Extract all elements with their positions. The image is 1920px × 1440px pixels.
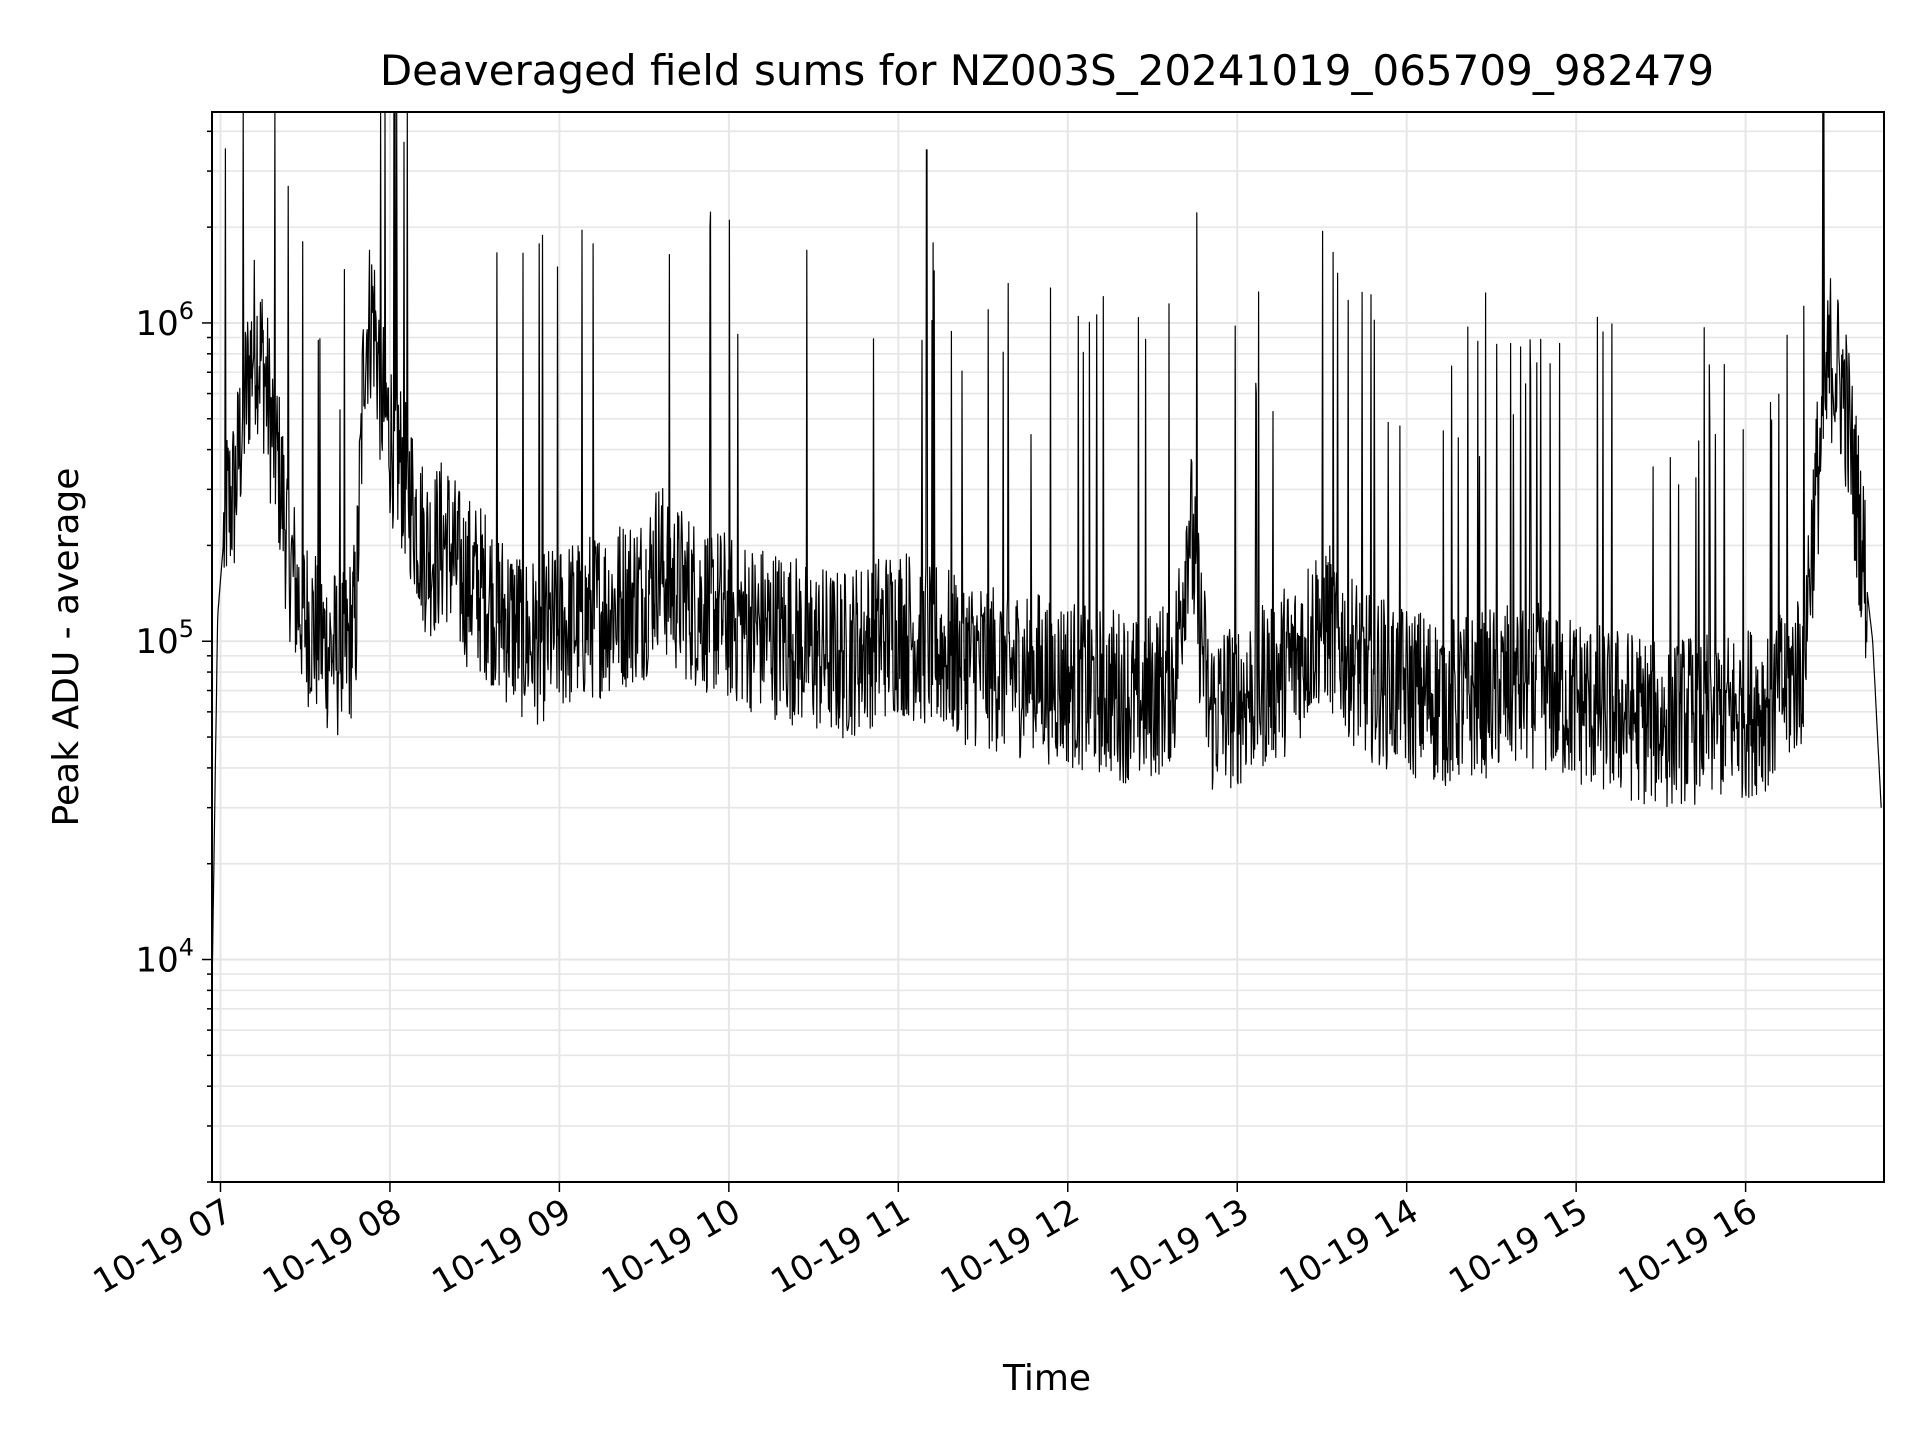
x-tick-label: 10-19 16 — [1612, 1191, 1764, 1302]
x-axis-label: Time — [1002, 1358, 1091, 1399]
y-tick-label: 106 — [135, 297, 194, 344]
y-axis-label: Peak ADU - average — [46, 468, 87, 827]
y-tick-label: 105 — [135, 615, 194, 662]
series-line — [211, 111, 1882, 991]
y-tick-label: 104 — [135, 934, 194, 981]
grid-lines — [212, 112, 1884, 1183]
x-tick-label: 10-19 10 — [595, 1191, 747, 1302]
x-tick-label: 10-19 11 — [764, 1191, 916, 1302]
x-tick-label: 10-19 13 — [1103, 1191, 1255, 1302]
x-tick-label: 10-19 15 — [1442, 1191, 1594, 1302]
plot-frame — [211, 111, 1885, 1183]
x-tick-label: 10-19 09 — [425, 1191, 577, 1302]
y-axis: 104 105 106 — [135, 130, 212, 1183]
x-tick-label: 10-19 14 — [1273, 1191, 1425, 1302]
chart-title: Deaveraged field sums for NZ003S_2024101… — [380, 46, 1714, 95]
x-tick-label: 10-19 08 — [256, 1191, 408, 1302]
x-axis: 10-19 07 10-19 08 10-19 09 10-19 10 10-19 11… — [87, 1182, 1764, 1302]
x-tick-label: 10-19 07 — [87, 1191, 239, 1302]
x-tick-label: 10-19 12 — [934, 1191, 1086, 1302]
